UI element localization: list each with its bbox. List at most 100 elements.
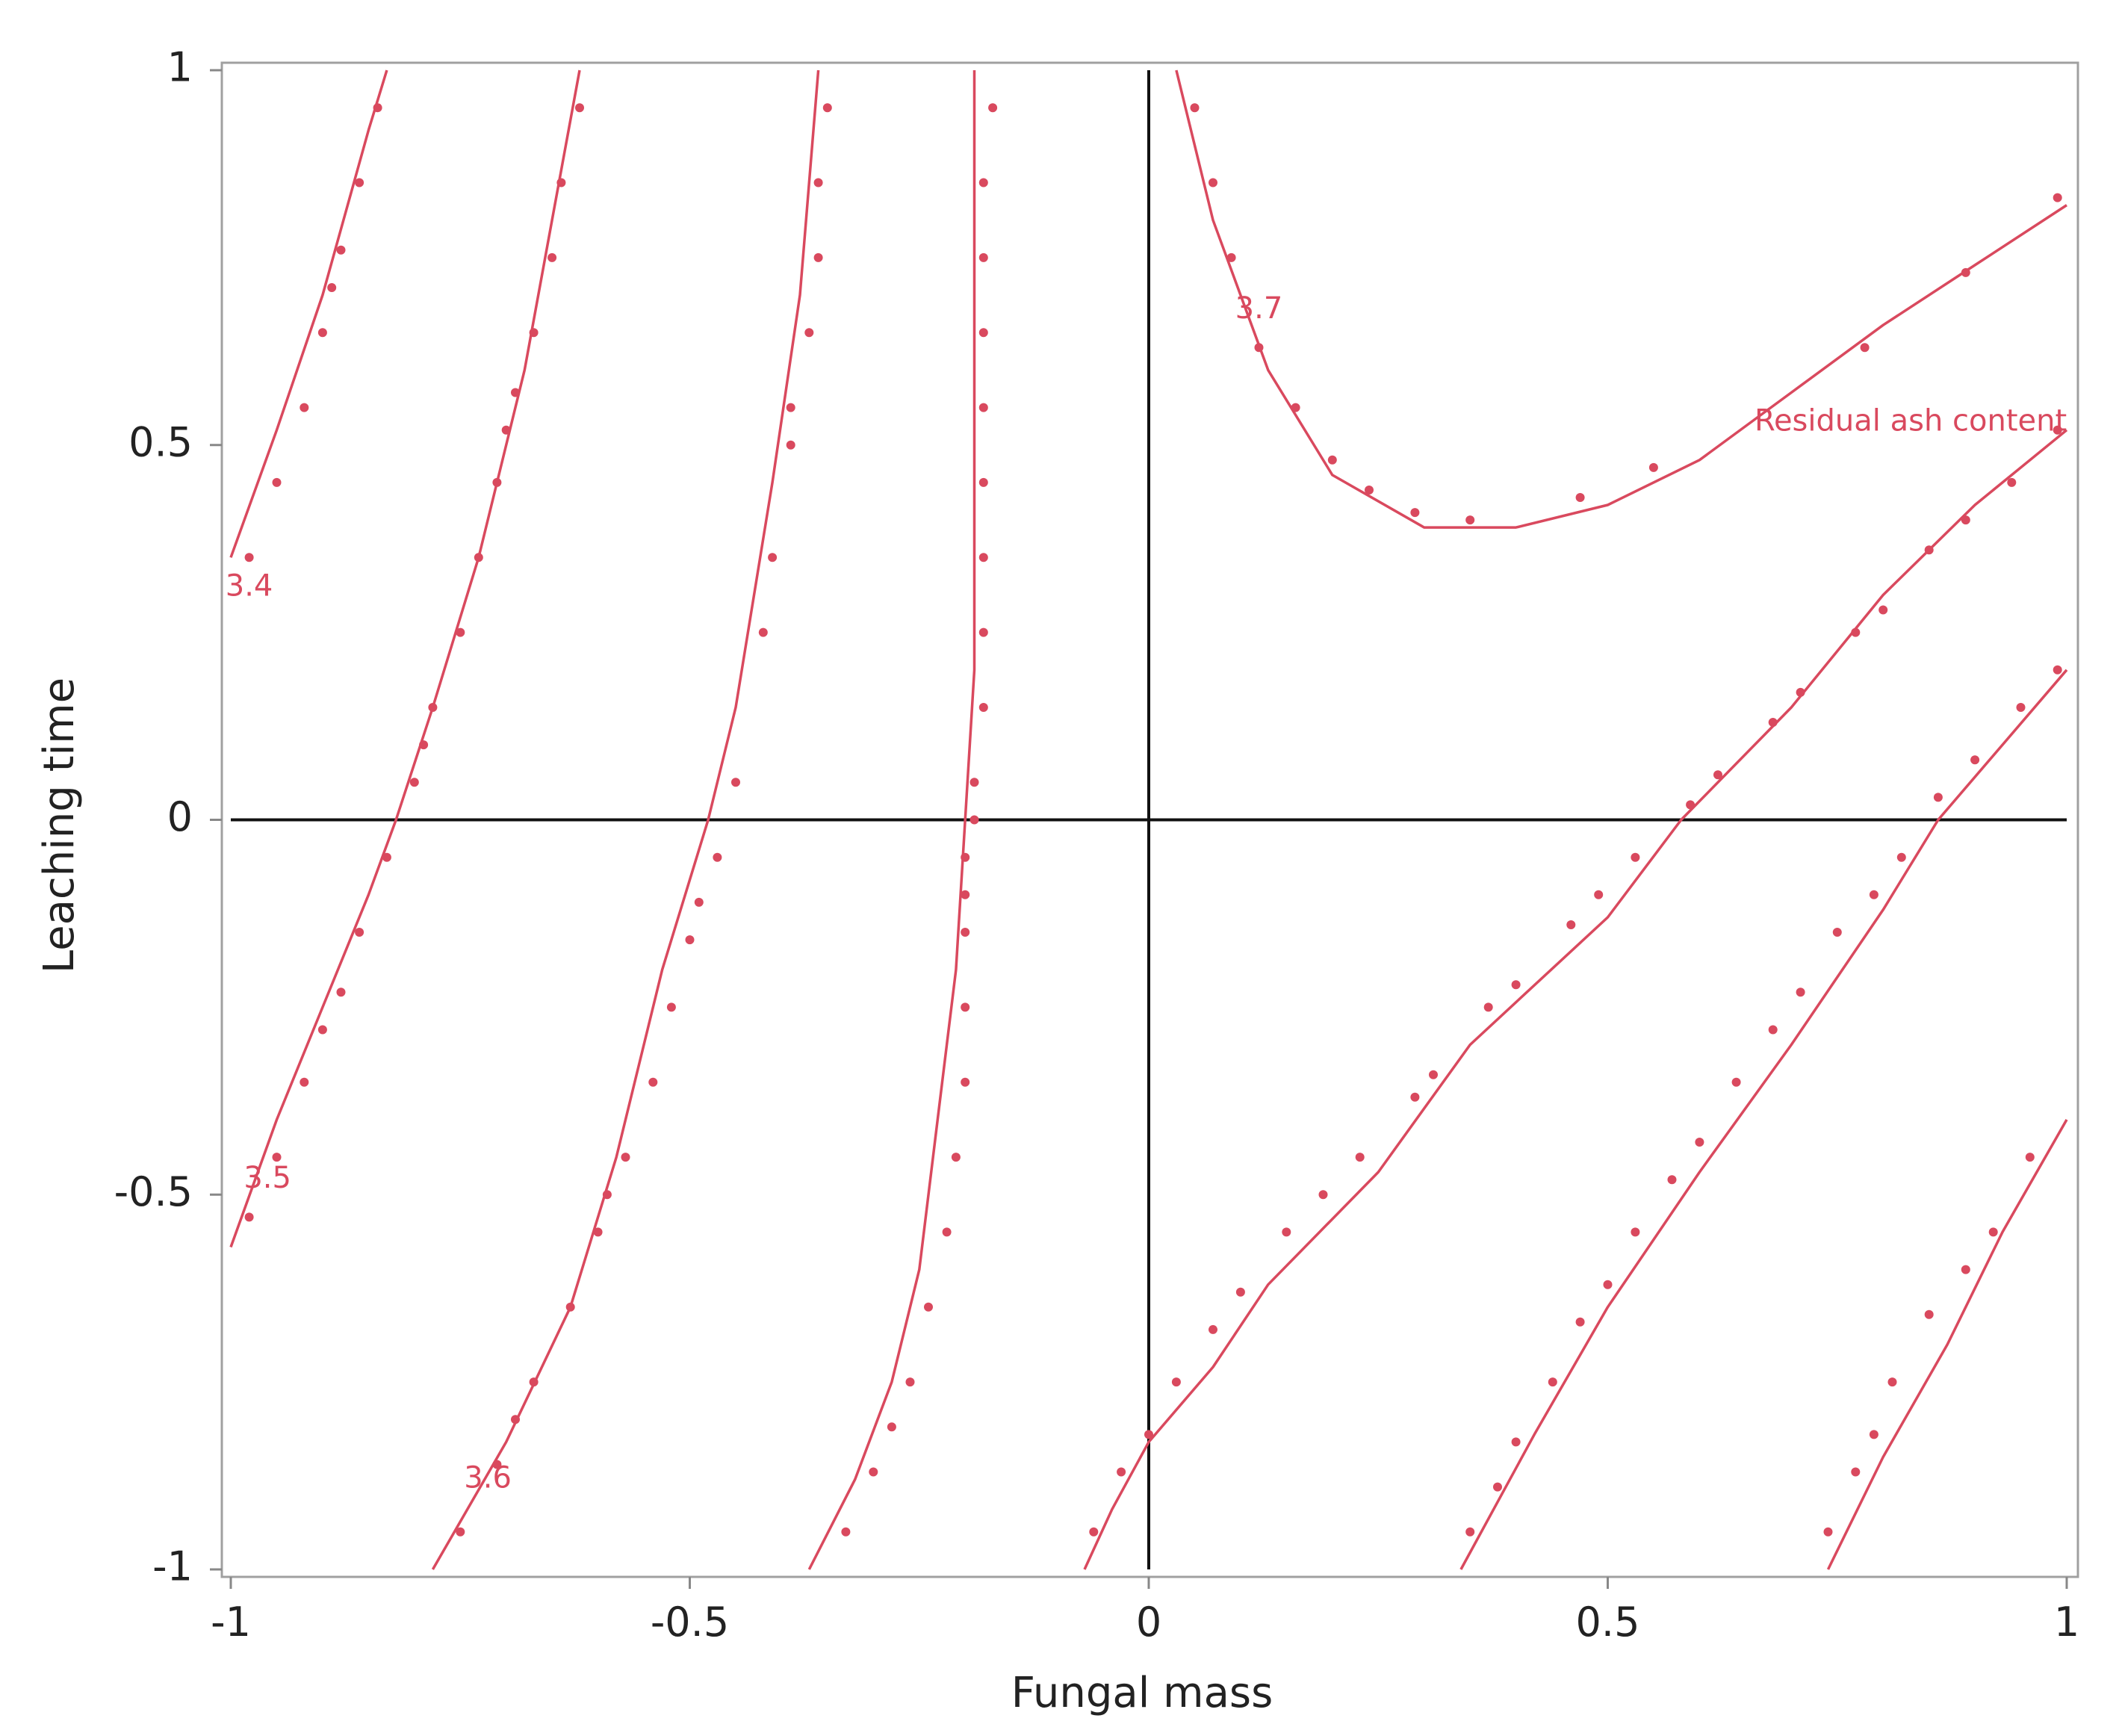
contour-point: [1823, 1527, 1833, 1537]
contour-point: [1686, 800, 1695, 810]
contour-point: [1961, 515, 1970, 525]
contour-point: [1832, 928, 1842, 937]
contour-point: [456, 1527, 465, 1537]
contour-point: [685, 935, 695, 945]
contour-point: [529, 1377, 539, 1387]
contour-point: [1318, 1190, 1328, 1200]
reference-lines: [231, 70, 2067, 1569]
contour-point: [978, 178, 988, 187]
contour-point: [1594, 890, 1604, 899]
contour-4: [807, 70, 998, 1570]
contour-point: [456, 627, 465, 637]
contour-point: [1970, 755, 1980, 765]
contour-point: [529, 328, 539, 338]
contour-point: [969, 815, 979, 825]
contour-line: [807, 70, 976, 1570]
contour-point: [648, 1077, 658, 1087]
contour-point: [1410, 1092, 1420, 1102]
x-tick-label: 0.5: [1576, 1599, 1640, 1646]
contour-point: [1869, 890, 1878, 899]
contour-point: [1410, 508, 1420, 518]
contour-point: [1575, 1317, 1585, 1327]
contour-point: [978, 328, 988, 338]
contour-2: [229, 69, 584, 1248]
contour-point: [272, 1153, 282, 1162]
contour-point: [869, 1467, 878, 1477]
contour-point: [1365, 486, 1374, 495]
contour-point: [1796, 988, 1805, 997]
contour-point: [1235, 1287, 1245, 1297]
contour-8: [1823, 1119, 2068, 1570]
contour-point: [961, 928, 970, 937]
contour-point: [1924, 1309, 1934, 1319]
contour-point: [951, 1153, 961, 1162]
contour-point: [822, 103, 832, 113]
contour-line: [1826, 1119, 2068, 1570]
y-tick-label: 1: [167, 44, 193, 91]
contour-point: [1860, 343, 1870, 353]
contour-point: [813, 252, 823, 262]
contour-label: 3.7: [1235, 291, 1283, 326]
x-tick-label: -0.5: [651, 1599, 729, 1646]
contour-5: [1175, 69, 2067, 529]
contour-6: [1083, 425, 2068, 1570]
contour-point: [547, 252, 557, 262]
contour-point: [1695, 1138, 1704, 1147]
y-tick-label: 0.5: [128, 418, 193, 465]
contour-point: [244, 553, 254, 562]
contour-point: [758, 627, 768, 637]
contour-point: [666, 1002, 676, 1012]
contour-point: [2007, 477, 2017, 487]
contour-point: [1282, 1227, 1291, 1237]
contour-point: [355, 928, 364, 937]
contour-point: [1851, 1467, 1861, 1477]
contour-point: [1961, 267, 1970, 277]
contour-point: [1190, 103, 1200, 113]
contour-point: [336, 988, 346, 997]
contour-point: [409, 778, 419, 787]
contour-point: [786, 440, 795, 450]
contour-point: [602, 1190, 612, 1200]
contour-point: [317, 328, 327, 338]
contour-point: [621, 1153, 630, 1162]
contour-point: [593, 1227, 603, 1237]
x-axis-title: Fungal mass: [1011, 1669, 1273, 1717]
contour-point: [1226, 252, 1236, 262]
contour-point: [1548, 1377, 1557, 1387]
contour-point: [575, 103, 584, 113]
contour-1: [229, 69, 388, 562]
contour-point: [2025, 1153, 2035, 1162]
contour-point: [501, 425, 511, 435]
contour-point: [1887, 1377, 1897, 1387]
contour-point: [804, 328, 814, 338]
contour-point: [713, 852, 722, 862]
contour-point: [1254, 343, 1264, 353]
contour-labels: 3.4 3.5 3.6 3.7 Residual ash content: [226, 291, 2067, 1495]
contour-label: 3.4: [226, 568, 273, 603]
contour-point: [978, 252, 988, 262]
y-tick-label: 0: [167, 793, 193, 840]
contour-point: [317, 1025, 327, 1035]
contour-point: [1575, 493, 1585, 502]
contour-point: [300, 1077, 309, 1087]
contour-point: [841, 1527, 851, 1537]
contour-line: [1083, 429, 2068, 1570]
contour-point: [1355, 1153, 1365, 1162]
x-tick-label: -1: [211, 1599, 251, 1646]
contour-point: [988, 103, 998, 113]
contour-point: [731, 778, 740, 787]
x-tick-label: 0: [1136, 1599, 1161, 1646]
contour-point: [1667, 1175, 1677, 1185]
contour-point: [978, 477, 988, 487]
contour-point: [428, 703, 438, 712]
contour-point: [1631, 1227, 1640, 1237]
contour-point: [978, 403, 988, 412]
contour-point: [1631, 852, 1640, 862]
contour-point: [1924, 545, 1934, 555]
contour-point: [1429, 1070, 1438, 1079]
contour-point: [1465, 515, 1475, 525]
contour-point: [768, 553, 778, 562]
contour-point: [1327, 455, 1337, 465]
contour-point: [1209, 1324, 1217, 1334]
contour-point: [1851, 627, 1861, 637]
